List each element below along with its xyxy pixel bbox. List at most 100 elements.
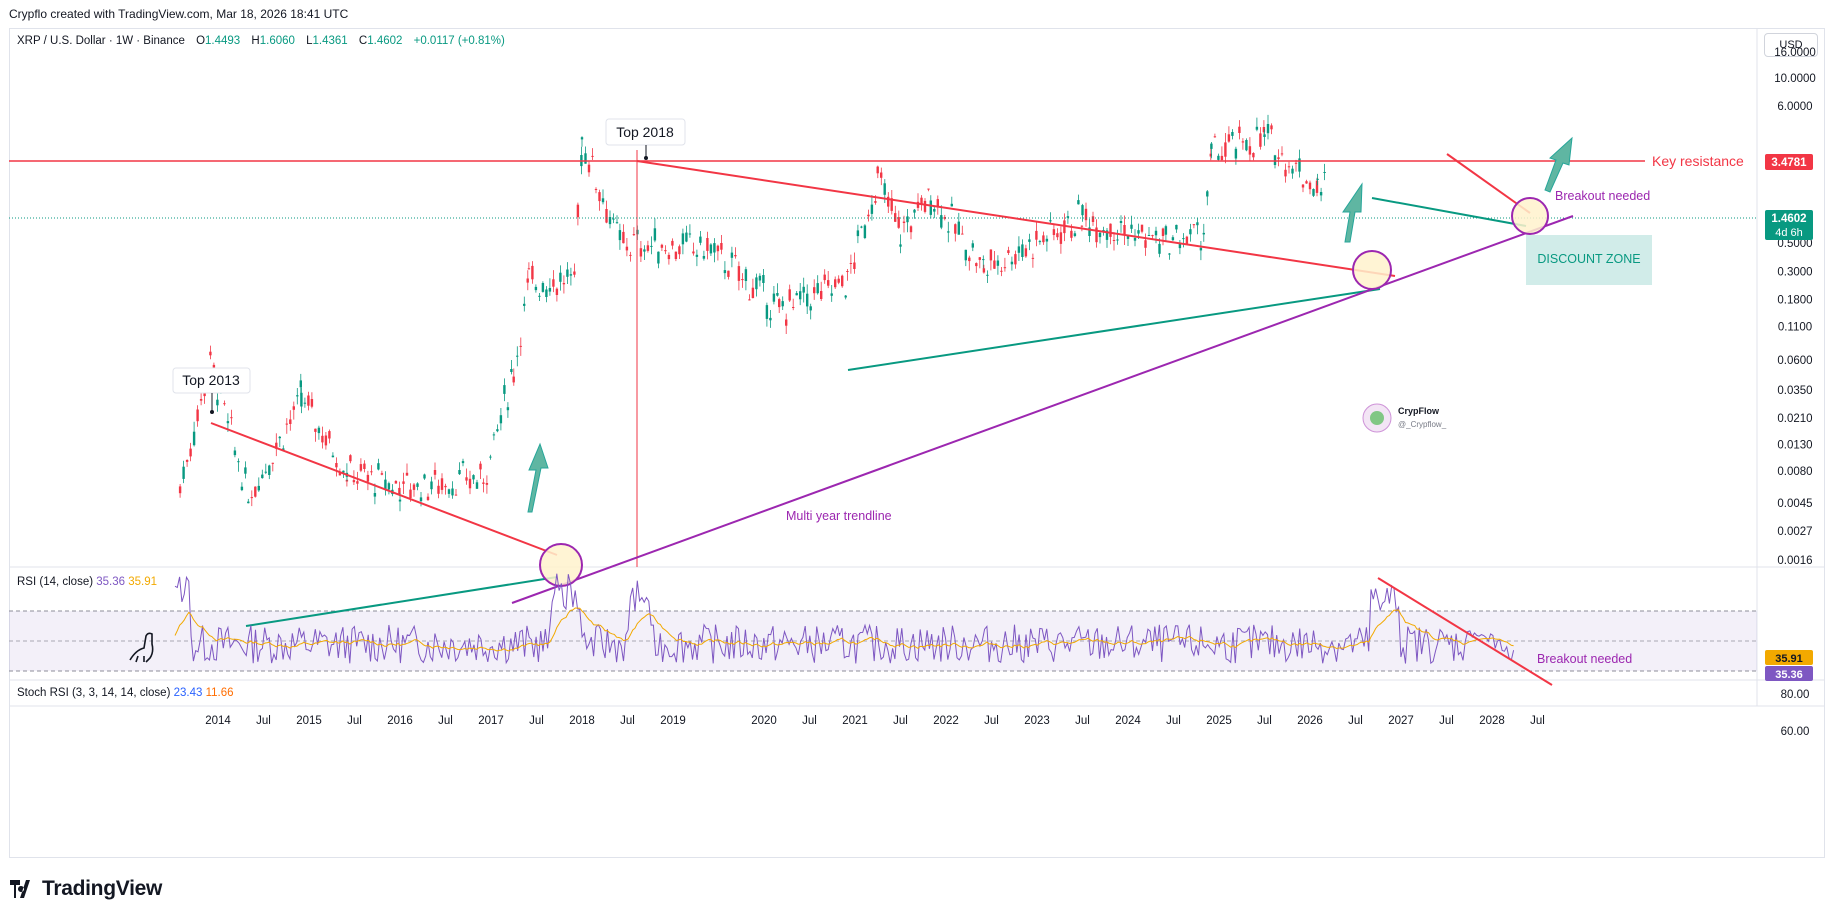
candle-body (552, 279, 555, 287)
breakout-needed-label: Breakout needed (1555, 189, 1650, 203)
breakout-circle-2024 (1352, 250, 1392, 290)
candle-body (584, 153, 587, 164)
candle-body (929, 200, 932, 215)
candle-body (1248, 146, 1252, 155)
candle-body (573, 271, 576, 275)
triangle-2018-upper-line (636, 160, 1396, 277)
candle-body (1066, 216, 1070, 218)
candle-body (629, 254, 632, 256)
candle-body (289, 419, 292, 424)
breakout-circle-2017 (539, 543, 583, 587)
candle-body (781, 301, 784, 307)
candle-body (247, 501, 250, 504)
candle-body (1231, 132, 1234, 136)
candle-body (384, 479, 387, 490)
candle-body (363, 463, 366, 469)
candle-body (1003, 267, 1007, 269)
candle-body (199, 399, 203, 401)
rsi-line (174, 573, 1515, 665)
candle-body (264, 471, 267, 473)
time-tick: 2028 (1479, 715, 1505, 727)
candle-body (185, 460, 189, 462)
candle-body (785, 319, 788, 326)
candles (178, 114, 1326, 512)
candle-body (482, 482, 485, 484)
candle-body (650, 245, 653, 247)
low-value: 1.4361 (312, 35, 348, 47)
candle-body (765, 305, 769, 319)
candle-body (737, 266, 741, 281)
time-tick: Jul (1439, 715, 1454, 727)
candle-body (982, 268, 986, 273)
candle-body (1308, 182, 1312, 190)
candle-body (1227, 134, 1231, 142)
candle-body (1077, 200, 1080, 205)
candle-body (1206, 191, 1209, 197)
svg-text:CrypFlow: CrypFlow (1398, 406, 1440, 416)
price-tick: 0.3000 (1777, 266, 1812, 278)
candle-body (423, 474, 426, 479)
time-tick: Jul (529, 715, 544, 727)
candle-body (233, 450, 237, 456)
candle-body (475, 482, 479, 489)
price-tick: 0.0027 (1777, 526, 1812, 538)
candle-body (660, 244, 664, 248)
breakout-circle-2026 (1511, 197, 1549, 235)
candle-body (1294, 162, 1298, 164)
candle-body (993, 260, 996, 269)
candle-body (282, 448, 285, 451)
candle-body (1192, 224, 1196, 226)
time-tick: Jul (1075, 715, 1090, 727)
time-tick: Jul (802, 715, 817, 727)
candle-body (1070, 230, 1073, 238)
candle-body (681, 233, 685, 245)
candle-body (1095, 227, 1098, 243)
stoch-pane-label[interactable]: Stoch RSI (3, 3, 14, 14, close) 23.43 11… (17, 687, 234, 699)
candle-body (489, 456, 492, 458)
currency-button[interactable]: USD (1764, 33, 1818, 57)
candle-body (870, 204, 874, 214)
price-tick: 0.0600 (1777, 355, 1812, 367)
candle-body (776, 293, 779, 296)
triangle-2018-lower-line (847, 288, 1381, 371)
candle-body (519, 345, 522, 347)
candle-body (837, 278, 840, 283)
rsi-ma-line (174, 607, 1514, 652)
candle-body (1270, 125, 1273, 130)
candle-body (876, 166, 879, 174)
rsi-pane-label[interactable]: RSI (14, close) 35.36 35.91 (17, 576, 158, 588)
candle-body (373, 493, 377, 497)
candle-body (860, 226, 863, 228)
candle-body (499, 415, 503, 424)
candle-body (657, 251, 660, 264)
rsi-ma-value: 35.91 (128, 576, 158, 588)
candle-body (254, 486, 257, 497)
candle-body (338, 472, 342, 476)
candle-body (827, 280, 830, 286)
dino-icon (129, 632, 154, 663)
candle-body (1035, 230, 1038, 240)
candle-body (328, 431, 331, 439)
candle-body (1185, 236, 1189, 245)
candle-body (625, 246, 629, 251)
candle-body (897, 217, 900, 228)
resistance-price-badge: 3.4781 (1765, 154, 1813, 170)
candle-body (664, 250, 667, 252)
candle-body (920, 197, 923, 205)
candle-body (806, 293, 809, 307)
stoch-k-value: 23.43 (173, 687, 203, 699)
change-value: +0.0117 (+0.81%) (413, 35, 505, 47)
time-tick: Jul (438, 715, 453, 727)
candle-body (978, 257, 981, 260)
symbol-title[interactable]: XRP / U.S. Dollar · 1W · Binance (17, 35, 185, 47)
candle-body (285, 423, 288, 425)
candle-body (950, 203, 953, 207)
tradingview-logo[interactable]: TradingView (10, 877, 162, 901)
candle-body (465, 477, 468, 481)
candle-body (778, 299, 781, 308)
time-tick: Jul (256, 715, 271, 727)
svg-text:1.4602: 1.4602 (1771, 213, 1806, 225)
candle-body (492, 434, 496, 436)
candle-body (506, 407, 510, 411)
